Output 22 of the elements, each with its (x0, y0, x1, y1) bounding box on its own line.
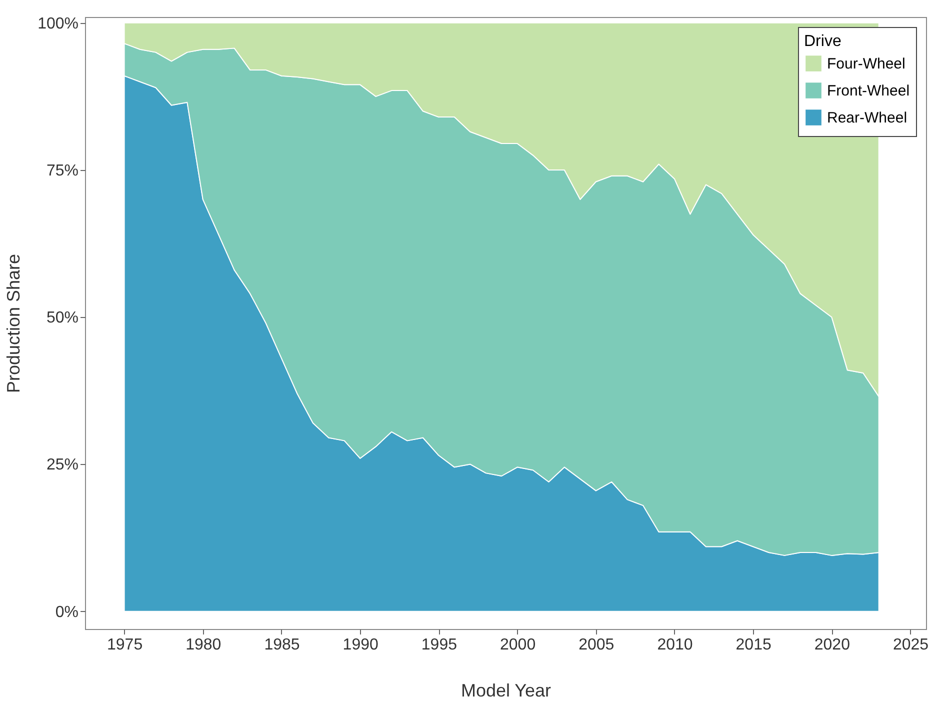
y-tick-label: 50% (46, 310, 78, 327)
legend-label: Four-Wheel (827, 56, 906, 72)
x-tick-label: 1980 (186, 636, 222, 654)
legend-title: Drive (804, 33, 842, 50)
y-tick-label: 100% (38, 15, 78, 32)
y-tick-label: 0% (55, 604, 78, 621)
y-tick-label: 75% (46, 162, 78, 180)
x-tick-label: 2000 (500, 636, 536, 654)
legend-label: Rear-Wheel (827, 110, 908, 126)
x-tick-label: 1985 (264, 636, 300, 654)
x-tick-label: 2005 (578, 636, 614, 654)
x-axis-title: Model Year (460, 680, 552, 700)
y-axis-title: Production Share (4, 254, 24, 394)
x-tick-label: 2020 (814, 636, 850, 654)
x-tick-label: 1995 (421, 636, 458, 654)
legend-label: Front-Wheel (827, 82, 910, 100)
x-tick-label: 2010 (657, 636, 693, 654)
x-tick-label: 1975 (107, 636, 143, 654)
x-tick-label: 1990 (342, 636, 378, 654)
x-tick-label: 2025 (892, 636, 929, 654)
y-tick-label: 25% (46, 456, 78, 474)
x-tick-label: 2015 (736, 636, 772, 654)
